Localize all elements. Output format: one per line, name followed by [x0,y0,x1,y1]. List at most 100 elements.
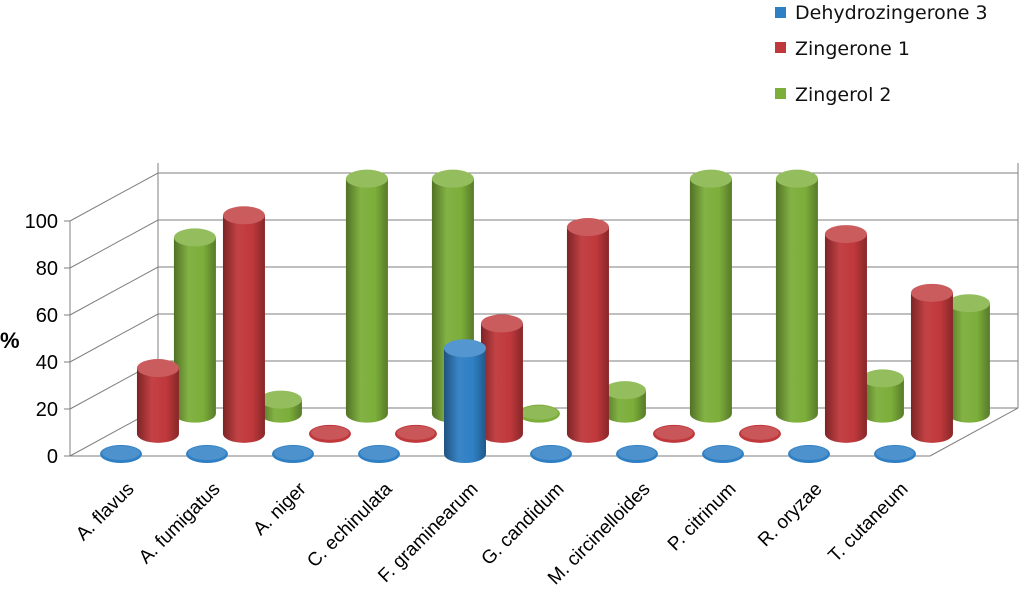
bar-top [136,359,179,378]
bar [530,445,572,463]
bar [259,390,302,423]
bar-top-highlight [274,446,312,460]
legend-item: Dehydrozingerone 3 [775,2,988,24]
bar-top-highlight [310,425,349,440]
bar [874,445,916,463]
bar [517,404,560,423]
legend-label: Zingerol 2 [795,84,892,106]
x-tick-label: A. fumigatus [135,479,225,569]
bar-top [947,294,990,313]
bar-top [480,314,523,333]
bar-top-highlight [532,446,570,460]
bar [480,314,523,443]
bar [272,445,314,463]
bar-body [861,378,904,423]
x-tick-label: R. oryzae [754,479,826,551]
bar-top-highlight [618,446,656,460]
bar-top [345,169,388,188]
bar [652,424,695,443]
x-tick-label: G. candidum [478,479,569,570]
x-tick-label: T. cutaneum [825,479,913,567]
bar [616,445,658,463]
bar-top [824,225,867,244]
bar-body [566,227,609,443]
bar [738,424,781,443]
bar [308,424,351,443]
legend-item: Zingerol 2 [775,84,892,106]
bar-body [910,292,953,443]
bar [947,294,990,423]
bar-body [136,368,179,443]
bar [444,339,486,463]
bar-top-highlight [188,446,226,460]
gridlines [69,163,1019,457]
y-tick-label: 0 [47,446,58,468]
bar-top-highlight [654,425,693,440]
y-tick-label: 20 [36,399,58,421]
bar-top-highlight [740,425,779,440]
bar-top [775,169,818,188]
bar-body [222,215,265,443]
bar [824,225,867,443]
bar-top [222,206,265,225]
x-tick-label: P. citrinum [664,479,741,556]
bar-body [444,348,486,463]
x-tick-label: A. flavus [72,479,138,545]
legend-swatch [775,88,786,99]
bar-body [173,237,216,423]
bar-top [444,339,486,358]
bar-top-highlight [396,425,435,440]
bar-top [566,218,609,237]
bar [603,381,646,423]
bar-top-highlight [704,446,742,460]
floor-right-edge [929,407,1019,457]
bars [100,169,990,463]
legend-swatch [775,7,786,18]
bar-top [603,381,646,400]
bar-body [603,390,646,423]
bar-top-highlight [360,446,398,460]
bar-body [689,178,732,423]
bar [566,218,609,443]
bar [788,445,830,463]
bar [702,445,744,463]
bar-top [259,390,302,409]
bar [345,169,388,423]
bar [394,424,437,443]
legend-item: Zingerone 1 [775,38,910,60]
bar-body [824,234,867,443]
bar-top [910,283,953,302]
bar [136,359,179,443]
bar-body [947,303,990,423]
bar [173,228,216,423]
bar [186,445,228,463]
bar-body [480,323,523,443]
x-tick-label: A. niger [249,478,311,540]
y-tick-label: 60 [36,305,58,327]
bar [861,369,904,423]
bar-top [861,369,904,388]
bar-body [345,178,388,423]
bar-top-highlight [876,446,914,460]
legend: Dehydrozingerone 3 Zingerone 1 Zingerol … [775,2,988,106]
gridline [69,172,1018,222]
bar-top [689,169,732,188]
legend-label: Dehydrozingerone 3 [795,2,988,24]
bar [910,283,953,443]
bar [358,445,400,463]
bar-top-highlight [519,405,558,420]
bar [100,445,142,463]
y-axis-label: % [0,328,20,353]
bar-body [775,178,818,423]
y-tick-label: 80 [36,258,58,280]
legend-label: Zingerone 1 [795,38,910,60]
x-tick-label: C. echinulata [303,478,397,572]
bar [689,169,732,423]
bar-top [173,228,216,247]
bar-top-highlight [790,446,828,460]
bar [222,206,265,443]
bar [775,169,818,423]
legend-swatch [775,42,786,53]
y-tick-label: 40 [36,352,58,374]
